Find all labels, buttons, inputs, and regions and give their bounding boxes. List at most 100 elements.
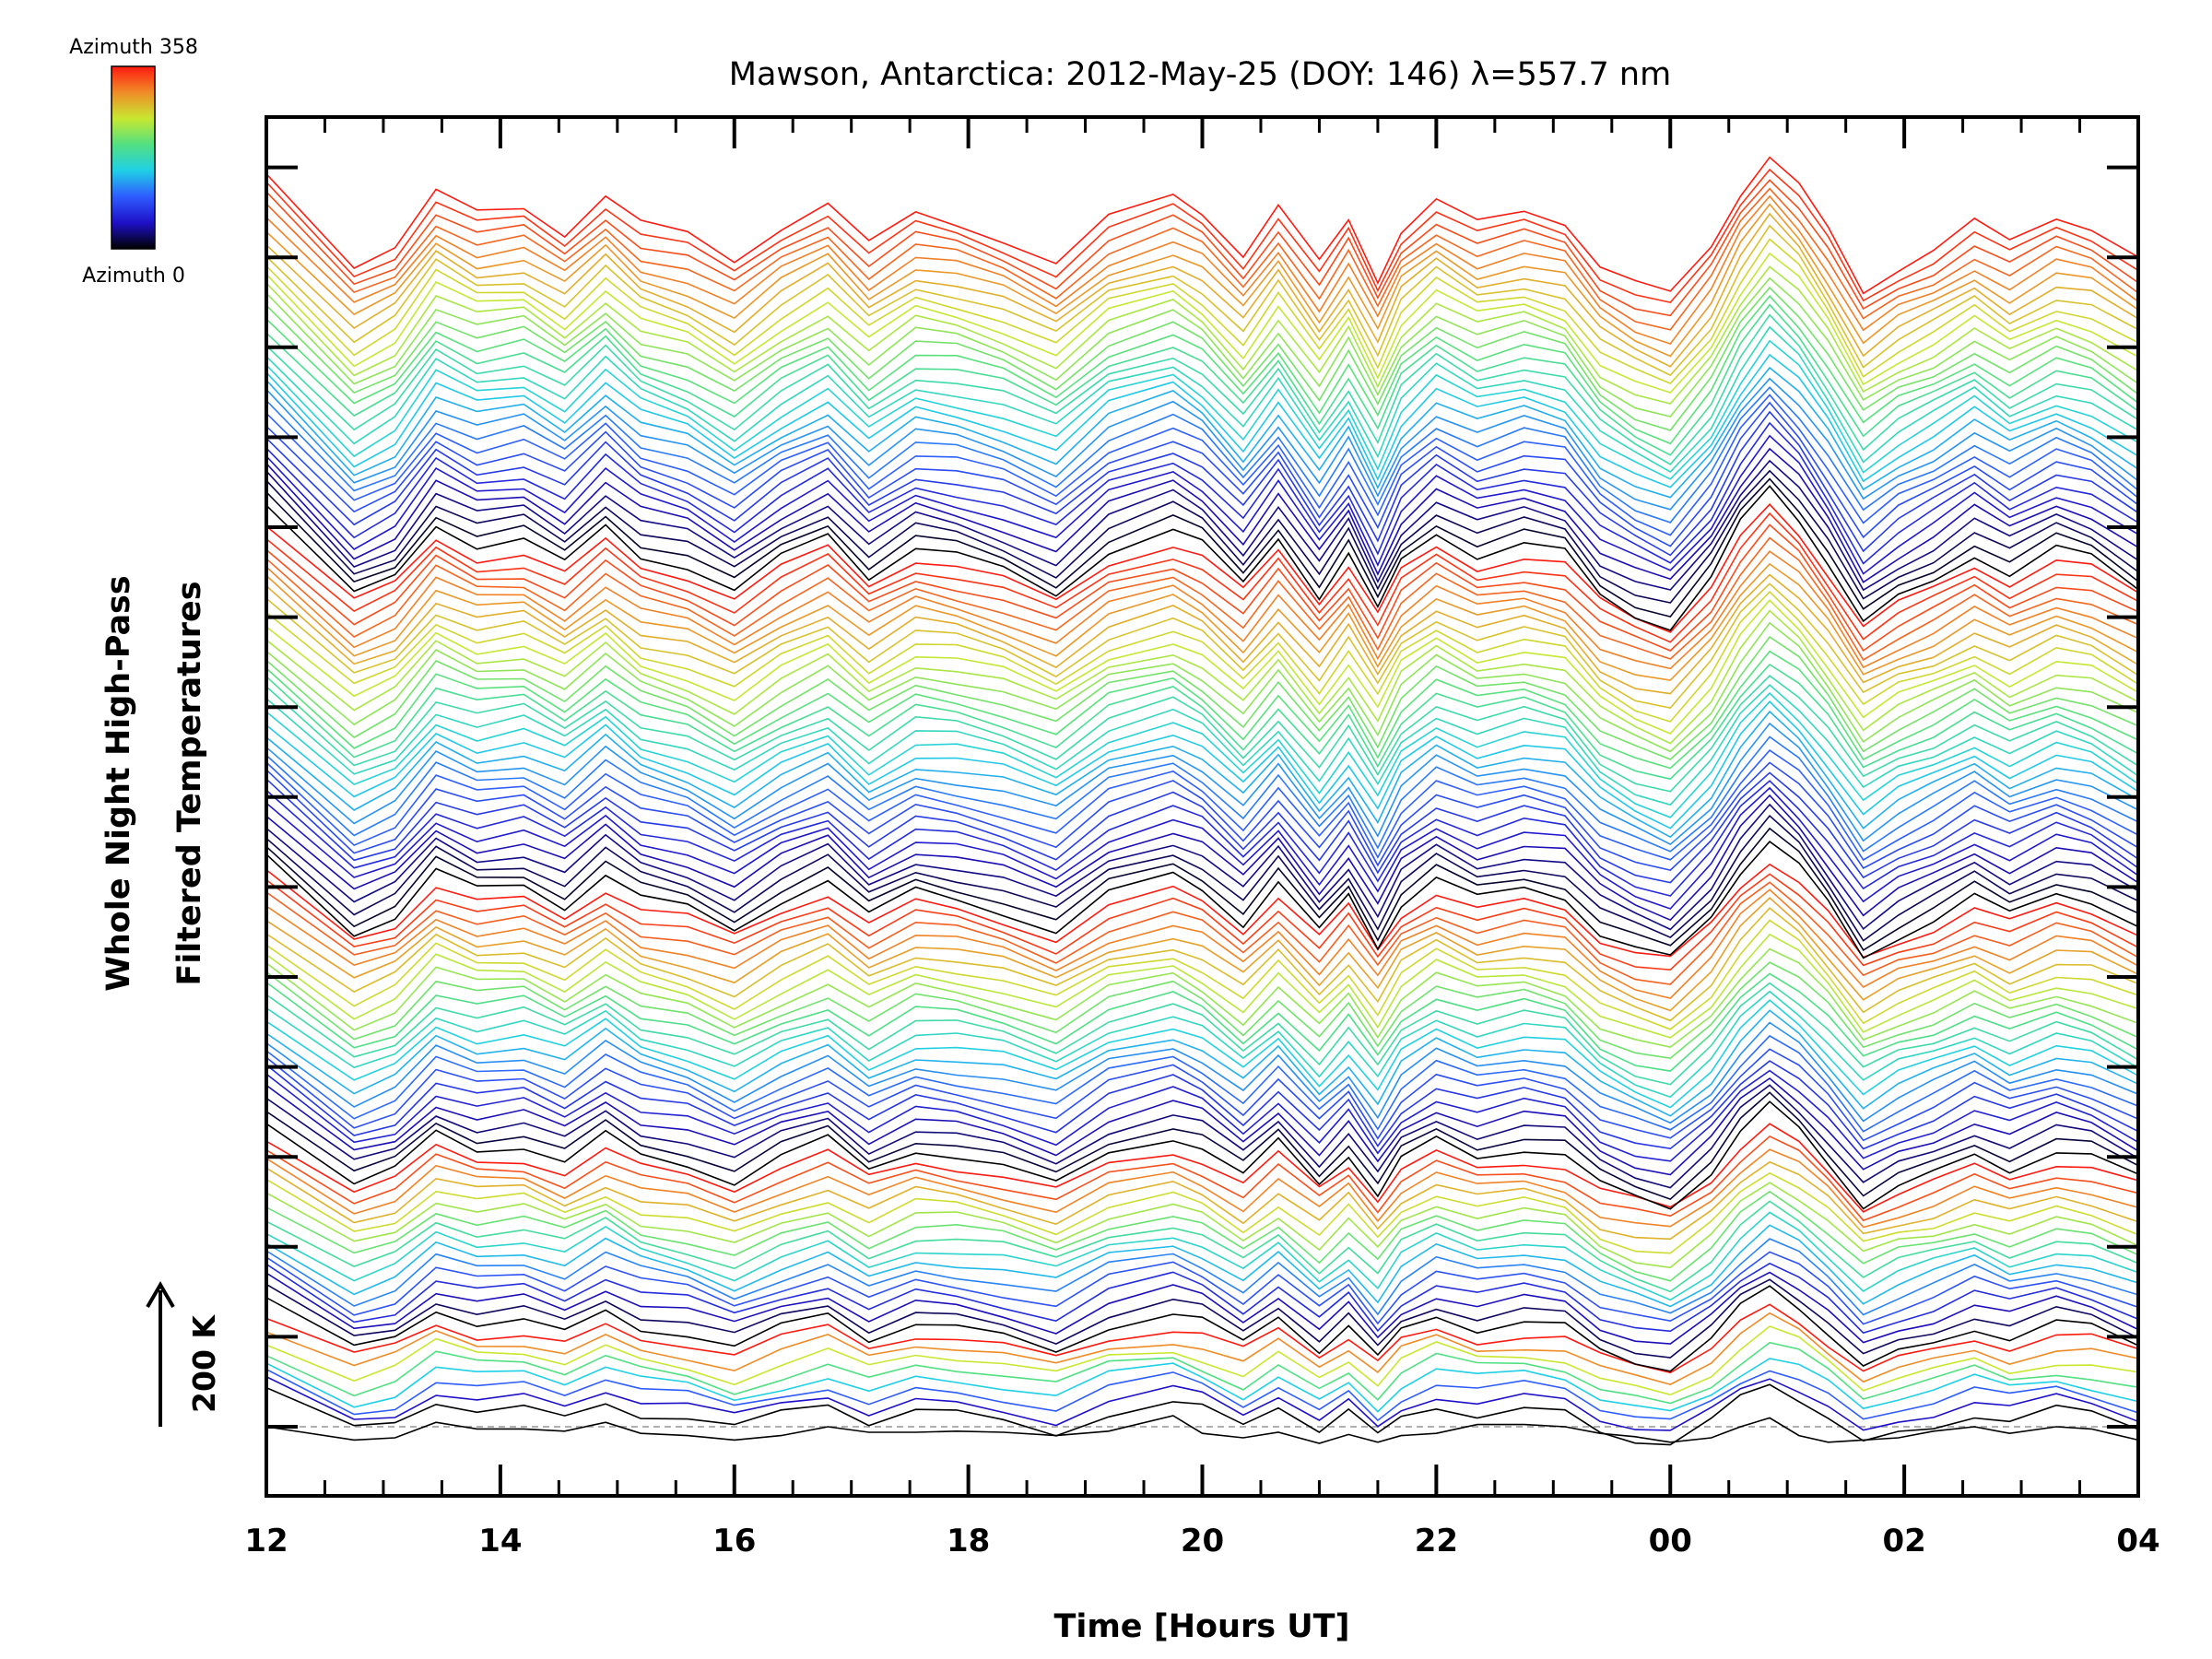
series-line bbox=[266, 203, 2138, 358]
series-line bbox=[266, 749, 2138, 862]
series-line bbox=[266, 524, 2138, 653]
series-line bbox=[266, 156, 2138, 295]
series-line bbox=[266, 303, 2138, 456]
x-tick-label: 14 bbox=[478, 1523, 522, 1559]
series-line bbox=[266, 1224, 2138, 1308]
series-line bbox=[266, 252, 2138, 394]
series-line bbox=[266, 722, 2138, 846]
axes: 12 14 16 18 20 22 00 02 04 bbox=[244, 115, 2160, 1559]
series-line bbox=[266, 907, 2138, 1022]
x-tick-label: 00 bbox=[1649, 1523, 1692, 1559]
series-line bbox=[266, 503, 2138, 633]
series-line bbox=[266, 1171, 2138, 1254]
series-line bbox=[266, 947, 2138, 1048]
series-line bbox=[266, 1325, 2138, 1396]
series-line bbox=[266, 691, 2138, 818]
series-line bbox=[266, 1341, 2138, 1405]
series-line bbox=[266, 881, 2138, 985]
x-tick-label: 20 bbox=[1181, 1523, 1224, 1559]
series-line bbox=[266, 609, 2138, 745]
series-line bbox=[266, 1021, 2138, 1124]
series-line bbox=[266, 1278, 2138, 1359]
series-line bbox=[266, 1271, 2138, 1345]
series-line bbox=[266, 238, 2138, 384]
series-line bbox=[266, 276, 2138, 418]
series-line bbox=[266, 353, 2138, 488]
series-line bbox=[266, 710, 2138, 839]
series-line bbox=[266, 1415, 2138, 1444]
series-line bbox=[266, 814, 2138, 942]
series-line bbox=[266, 684, 2138, 806]
series-line bbox=[266, 1211, 2138, 1301]
colorbar bbox=[111, 65, 156, 250]
series-line bbox=[266, 325, 2138, 474]
x-tick-label: 22 bbox=[1415, 1523, 1458, 1559]
series-line bbox=[266, 827, 2138, 952]
series-line bbox=[266, 1123, 2138, 1213]
colorbar-top-label: Azimuth 358 bbox=[69, 36, 198, 59]
series-line bbox=[266, 841, 2138, 959]
series-line bbox=[266, 339, 2138, 480]
series-line bbox=[266, 972, 2138, 1072]
series-line bbox=[266, 919, 2138, 1030]
series-line bbox=[266, 961, 2138, 1060]
y-axis-label-line2: Filtered Temperatures bbox=[171, 581, 208, 985]
scale-bar-arrowhead bbox=[146, 1281, 175, 1309]
series-line bbox=[266, 434, 2138, 575]
series-line bbox=[266, 421, 2138, 565]
series-line bbox=[266, 590, 2138, 723]
series-line bbox=[266, 735, 2138, 853]
series-line bbox=[266, 1048, 2138, 1142]
x-tick-label: 18 bbox=[947, 1523, 990, 1559]
series-line bbox=[266, 1358, 2138, 1413]
series-line bbox=[266, 990, 2138, 1099]
series-line bbox=[266, 224, 2138, 377]
series-line bbox=[266, 394, 2138, 536]
x-tick-label: 04 bbox=[2116, 1523, 2159, 1559]
series-line bbox=[266, 780, 2138, 897]
y-axis-label: Whole Night High-Pass Filtered Temperatu… bbox=[100, 575, 208, 991]
series-line bbox=[266, 447, 2138, 583]
series-line bbox=[266, 485, 2138, 631]
series-line bbox=[266, 1383, 2138, 1446]
series-line bbox=[266, 477, 2138, 618]
x-tick-label: 16 bbox=[712, 1523, 756, 1559]
series-line bbox=[266, 194, 2138, 346]
series-line bbox=[266, 313, 2138, 465]
series-line bbox=[266, 1285, 2138, 1372]
series-line bbox=[266, 512, 2138, 643]
series-line bbox=[266, 1262, 2138, 1335]
series-line bbox=[266, 1190, 2138, 1282]
scale-bar-label: 200 K bbox=[186, 1314, 222, 1413]
series-line bbox=[266, 459, 2138, 592]
series-line bbox=[266, 650, 2138, 770]
series-line bbox=[266, 550, 2138, 670]
series-line bbox=[266, 294, 2138, 445]
series-line bbox=[266, 536, 2138, 662]
series-line bbox=[266, 1368, 2138, 1422]
colorbar-legend: Azimuth 358 Azimuth 0 bbox=[69, 36, 198, 288]
series-line bbox=[266, 469, 2138, 604]
series-line bbox=[266, 771, 2138, 884]
y-axis-label-line1: Whole Night High-Pass bbox=[100, 575, 137, 991]
series-line bbox=[266, 573, 2138, 695]
series-line bbox=[266, 386, 2138, 524]
series-line bbox=[266, 636, 2138, 760]
series-line bbox=[266, 582, 2138, 709]
series-line bbox=[266, 179, 2138, 317]
series-line bbox=[266, 873, 2138, 971]
colorbar-bottom-label: Azimuth 0 bbox=[82, 265, 185, 288]
series-line bbox=[266, 700, 2138, 830]
series-line bbox=[266, 1100, 2138, 1210]
series-line bbox=[266, 1148, 2138, 1229]
series-line bbox=[266, 377, 2138, 511]
series-line bbox=[266, 1060, 2138, 1150]
series-line bbox=[266, 663, 2138, 781]
series-layer bbox=[266, 156, 2138, 1446]
series-line bbox=[266, 212, 2138, 368]
series-line bbox=[266, 1077, 2138, 1176]
series-line bbox=[266, 1375, 2138, 1431]
series-line bbox=[266, 897, 2138, 1012]
series-line bbox=[266, 621, 2138, 753]
series-line bbox=[266, 1200, 2138, 1293]
